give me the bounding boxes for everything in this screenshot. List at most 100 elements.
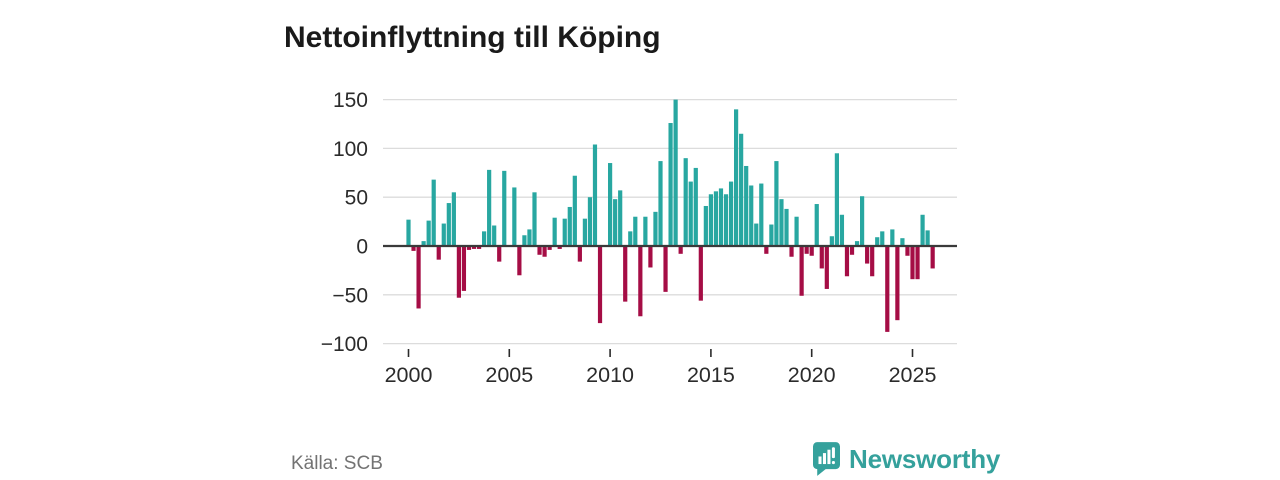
newsworthy-bubble-chart-icon xyxy=(813,442,840,476)
quarter-bar xyxy=(532,192,537,246)
quarter-bar xyxy=(910,246,915,280)
quarter-bar xyxy=(880,231,885,246)
quarter-bar xyxy=(678,246,683,254)
page-title: Nettoinflyttning till Köping xyxy=(284,21,661,55)
quarter-bar xyxy=(406,219,411,246)
quarter-bar xyxy=(728,181,734,246)
quarter-bar xyxy=(723,194,729,246)
x-axis-label: 2000 xyxy=(385,363,433,387)
quarter-bar xyxy=(471,246,477,249)
quarter-bar xyxy=(749,185,754,246)
quarter-bar xyxy=(774,161,779,246)
quarter-bar xyxy=(849,246,855,255)
quarter-bar xyxy=(834,153,839,246)
quarter-bar xyxy=(643,216,648,246)
quarter-bar xyxy=(915,246,920,280)
quarter-bar xyxy=(839,214,845,246)
x-axis-label: 2015 xyxy=(687,363,735,387)
quarter-bar xyxy=(683,158,688,246)
quarter-bar xyxy=(925,230,930,246)
quarter-bar xyxy=(759,183,764,246)
quarter-bar xyxy=(476,246,482,249)
quarter-bar xyxy=(754,223,759,246)
quarter-bar xyxy=(794,216,799,246)
quarter-bar xyxy=(693,167,698,246)
y-axis-label: −100 xyxy=(321,333,368,356)
quarter-bar xyxy=(708,194,713,246)
quarter-bar xyxy=(527,229,532,246)
quarter-bar xyxy=(784,208,789,246)
quarter-bar xyxy=(557,246,562,249)
quarter-bar xyxy=(466,246,472,250)
source-caption: Källa: SCB xyxy=(291,453,383,474)
quarter-bar xyxy=(482,231,487,246)
quarter-bar xyxy=(613,199,618,246)
quarter-bar xyxy=(608,163,613,246)
quarter-bar xyxy=(885,246,890,332)
quarter-bar xyxy=(623,246,628,302)
quarter-bar xyxy=(572,175,577,246)
net-migration-bar-chart: 150 100 50 0 −50 −100 2000 2005 2010 2015 2020 2025 xyxy=(321,89,957,387)
quarter-bar xyxy=(502,170,507,246)
quarter-bar xyxy=(688,181,693,246)
quarter-bar xyxy=(870,246,875,277)
quarter-bar xyxy=(739,133,744,246)
quarter-bar xyxy=(930,246,935,269)
quarter-bar xyxy=(668,123,673,246)
quarter-bar xyxy=(522,235,527,246)
quarter-bar xyxy=(829,236,834,246)
quarter-bar xyxy=(799,246,804,296)
quarter-bar xyxy=(633,216,638,246)
quarter-bar xyxy=(436,246,441,260)
quarter-bar xyxy=(648,246,653,268)
quarter-bar xyxy=(411,246,416,251)
quarter-bar xyxy=(587,197,593,246)
quarter-bar xyxy=(461,246,467,291)
quarter-bar xyxy=(592,144,598,246)
quarter-bar xyxy=(512,187,517,246)
x-axis-label: 2005 xyxy=(485,363,533,387)
quarter-bar xyxy=(658,161,663,246)
quarter-bar xyxy=(567,206,572,246)
x-axis-label: 2010 xyxy=(586,363,634,387)
quarter-bar xyxy=(890,229,895,246)
quarter-bar xyxy=(451,192,456,246)
quarter-bar xyxy=(789,246,794,257)
quarter-bar xyxy=(517,246,522,276)
x-axis-label: 2020 xyxy=(788,363,836,387)
quarter-bar xyxy=(537,246,542,255)
quarter-bar xyxy=(628,231,633,246)
quarter-bar xyxy=(895,246,900,321)
quarter-bar xyxy=(597,246,603,324)
quarter-bar xyxy=(497,246,502,262)
quarter-bar xyxy=(713,191,719,246)
quarter-bar xyxy=(819,246,824,269)
y-axis-label: 50 xyxy=(345,187,368,210)
y-axis-label: −50 xyxy=(332,284,368,307)
quarter-bar xyxy=(562,218,567,246)
quarter-bar xyxy=(673,99,678,246)
quarter-bar xyxy=(416,246,421,309)
quarter-bar xyxy=(618,190,623,246)
quarter-bar xyxy=(703,205,708,246)
quarter-bar xyxy=(824,246,829,289)
quarter-bar xyxy=(905,246,910,256)
quarter-bar xyxy=(582,218,587,246)
quarter-bar xyxy=(487,169,492,246)
y-axis-label: 0 xyxy=(356,236,368,259)
quarter-bar xyxy=(865,246,870,264)
quarter-bar xyxy=(804,246,809,254)
y-axis-label: 150 xyxy=(333,89,368,112)
quarter-bar xyxy=(875,237,880,246)
quarter-bar xyxy=(860,196,865,246)
quarter-bar xyxy=(744,165,749,246)
quarter-bar xyxy=(446,203,451,246)
quarter-bar xyxy=(552,217,557,246)
quarter-bar xyxy=(456,246,461,298)
quarter-bar xyxy=(698,246,703,301)
quarter-bar xyxy=(421,241,426,246)
x-axis-label: 2025 xyxy=(889,363,937,387)
quarter-bar xyxy=(638,246,643,317)
quarter-bar xyxy=(426,220,431,246)
quarter-bar xyxy=(779,199,784,246)
